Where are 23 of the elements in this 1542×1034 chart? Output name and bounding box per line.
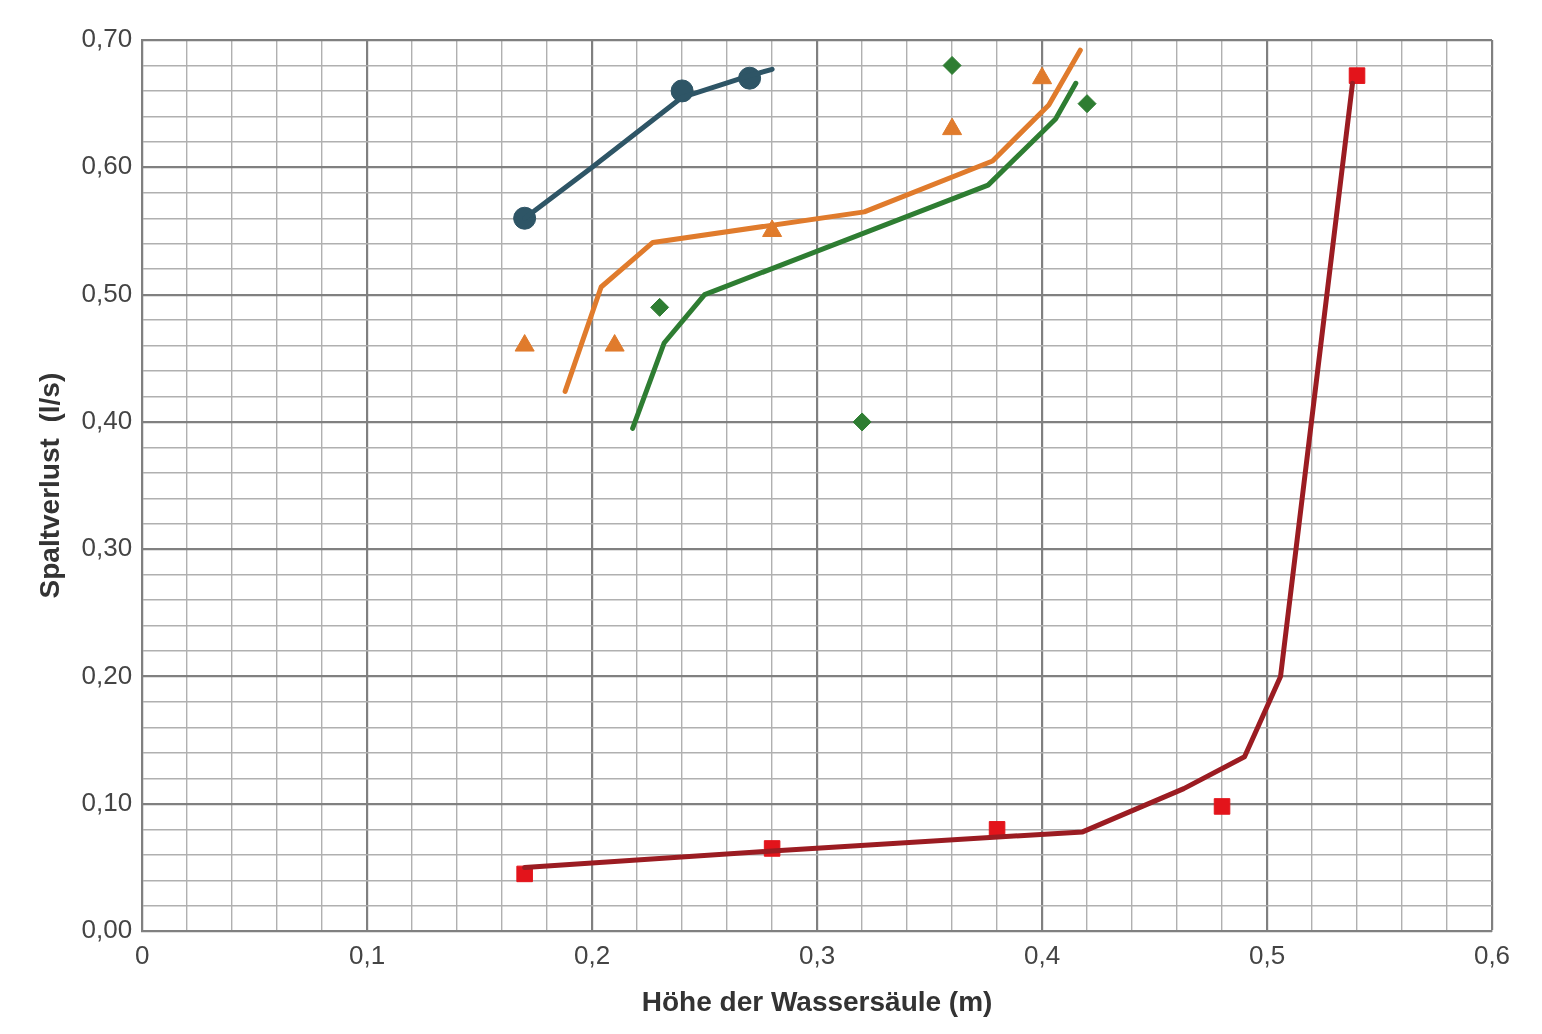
point: [1077, 94, 1097, 114]
x-tick-label: 0,4: [1023, 939, 1061, 970]
y-tick-label: 0,30: [81, 532, 133, 563]
x-tick-label: 0: [134, 939, 150, 970]
point: [852, 412, 872, 432]
x-tick-label: 0,1: [349, 939, 386, 970]
y-tick-label: 0,70: [81, 23, 133, 54]
x-axis-title: Höhe der Wassersäule (m): [641, 985, 993, 1017]
y-axis-title: Spaltverlust (l/s): [33, 372, 65, 599]
y-tick-label: 0,20: [81, 659, 133, 690]
x-tick-label: 0,5: [1248, 939, 1286, 970]
x-tick-label: 0,3: [799, 939, 836, 970]
y-tick-label: 0,10: [81, 787, 133, 818]
point: [1213, 798, 1231, 815]
point: [1348, 67, 1366, 84]
y-tick-label: 0,40: [81, 405, 133, 436]
point: [942, 55, 962, 75]
y-tick-label: 0,00: [81, 914, 133, 945]
point: [650, 297, 670, 317]
y-tick-label: 0,60: [81, 150, 133, 181]
x-tick-label: 0,2: [574, 939, 611, 970]
y-tick-label: 0,50: [81, 277, 133, 308]
x-tick-label: 0,6: [1473, 939, 1511, 970]
